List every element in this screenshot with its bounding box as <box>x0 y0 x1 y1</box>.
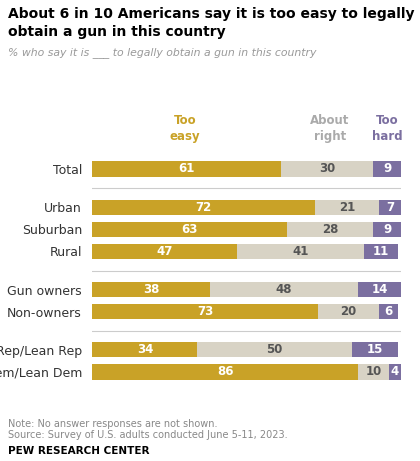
Bar <box>358 364 389 379</box>
Text: About 6 in 10 Americans say it is too easy to legally: About 6 in 10 Americans say it is too ea… <box>8 7 415 21</box>
Text: 4: 4 <box>391 366 399 378</box>
Text: 21: 21 <box>339 201 355 214</box>
Bar <box>373 161 401 177</box>
Text: 9: 9 <box>383 162 391 176</box>
Text: 48: 48 <box>276 283 292 296</box>
Text: 20: 20 <box>341 305 357 318</box>
Bar <box>318 304 380 319</box>
Text: 11: 11 <box>373 245 389 258</box>
Bar <box>237 244 364 259</box>
Text: 61: 61 <box>178 162 195 176</box>
Bar <box>358 282 401 297</box>
Bar <box>380 200 401 215</box>
Text: 41: 41 <box>293 245 309 258</box>
Bar <box>281 161 373 177</box>
Text: 73: 73 <box>197 305 213 318</box>
Text: 30: 30 <box>319 162 335 176</box>
Text: 50: 50 <box>266 343 283 356</box>
Text: % who say it is ___ to legally obtain a gun in this country: % who say it is ___ to legally obtain a … <box>8 47 317 59</box>
Text: 47: 47 <box>157 245 173 258</box>
Bar <box>197 342 352 357</box>
Text: 28: 28 <box>322 223 338 236</box>
Text: 63: 63 <box>181 223 198 236</box>
Text: Too
easy: Too easy <box>170 113 200 142</box>
Text: obtain a gun in this country: obtain a gun in this country <box>8 25 226 39</box>
Bar <box>92 364 358 379</box>
Bar <box>92 342 197 357</box>
Text: 10: 10 <box>365 366 381 378</box>
Text: PEW RESEARCH CENTER: PEW RESEARCH CENTER <box>8 446 150 456</box>
Bar <box>210 282 358 297</box>
Bar <box>380 304 398 319</box>
Bar <box>364 244 398 259</box>
Text: About
right: About right <box>310 113 350 142</box>
Bar <box>92 282 210 297</box>
Text: 15: 15 <box>367 343 383 356</box>
Bar <box>92 200 315 215</box>
Bar <box>373 222 401 237</box>
Text: 86: 86 <box>217 366 234 378</box>
Bar <box>389 364 401 379</box>
Text: 9: 9 <box>383 223 391 236</box>
Text: 14: 14 <box>371 283 388 296</box>
Text: 34: 34 <box>136 343 153 356</box>
Bar <box>352 342 398 357</box>
Bar <box>92 304 318 319</box>
Bar <box>92 222 287 237</box>
Text: 6: 6 <box>385 305 393 318</box>
Text: 72: 72 <box>195 201 212 214</box>
Text: 38: 38 <box>143 283 159 296</box>
Bar <box>287 222 373 237</box>
Text: Note: No answer responses are not shown.: Note: No answer responses are not shown. <box>8 419 218 429</box>
Bar <box>315 200 380 215</box>
Bar <box>92 244 237 259</box>
Text: Source: Survey of U.S. adults conducted June 5-11, 2023.: Source: Survey of U.S. adults conducted … <box>8 430 288 440</box>
Text: 7: 7 <box>386 201 394 214</box>
Text: Too
hard: Too hard <box>372 113 402 142</box>
Bar <box>92 161 281 177</box>
